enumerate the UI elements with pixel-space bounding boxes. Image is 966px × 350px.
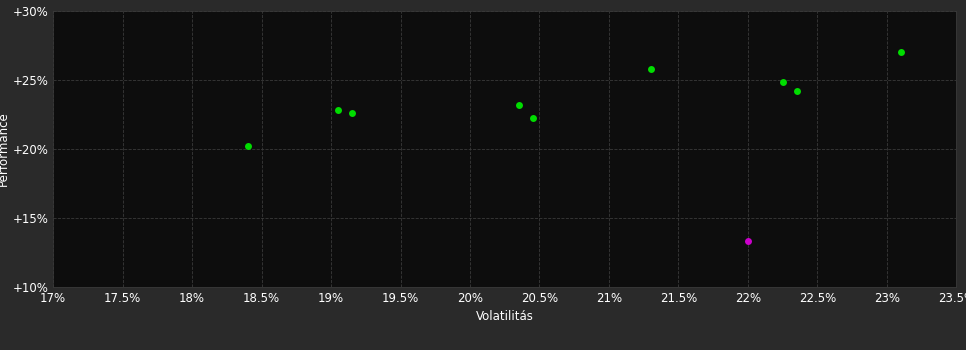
- Point: [740, 239, 755, 244]
- Point: [643, 66, 659, 71]
- Point: [525, 116, 540, 121]
- Point: [240, 143, 255, 149]
- Y-axis label: Performance: Performance: [0, 111, 10, 186]
- Point: [511, 102, 526, 107]
- Point: [344, 110, 359, 116]
- Point: [330, 107, 346, 113]
- Point: [893, 49, 908, 55]
- Point: [775, 79, 790, 85]
- Point: [789, 88, 805, 93]
- X-axis label: Volatilitás: Volatilitás: [476, 310, 533, 323]
